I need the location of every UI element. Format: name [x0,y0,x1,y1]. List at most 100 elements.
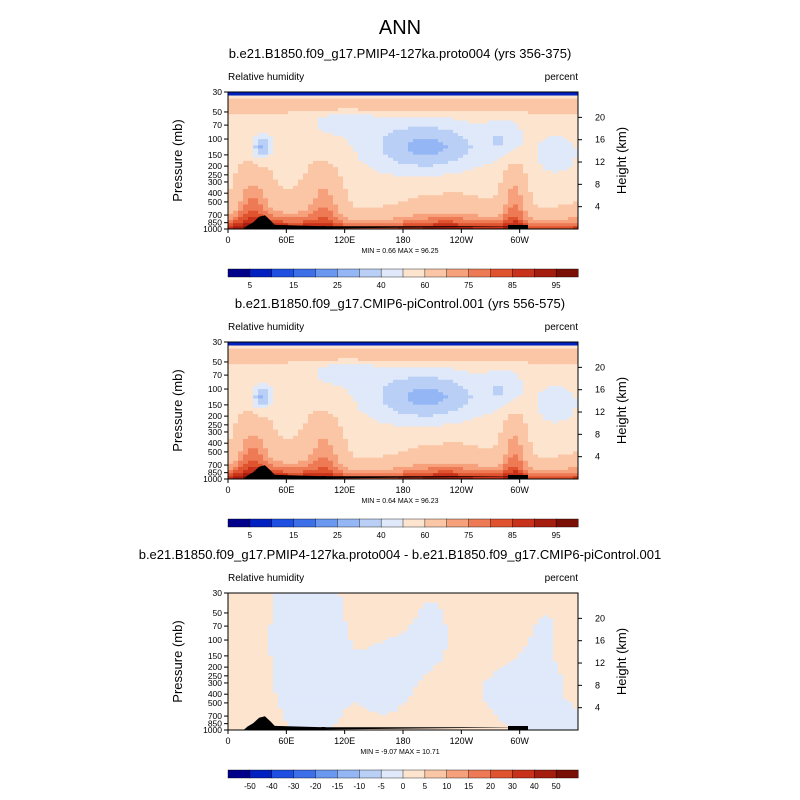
field-cell [308,210,314,214]
field-cell [493,169,499,174]
field-cell [453,163,459,168]
field-cell [558,120,564,124]
field-cell [413,191,419,196]
field-cell [523,404,529,408]
field-cell [508,454,514,458]
field-cell [418,160,424,165]
field-cell [443,216,449,221]
field-cell [513,166,519,171]
field-cell [308,200,314,205]
field-cell [378,426,384,430]
field-cell [538,104,544,108]
field-cell [553,444,559,449]
field-cell [548,129,554,133]
field-cell [458,138,464,143]
field-cell [313,151,319,155]
field-cell [538,441,544,446]
field-cell [403,410,409,415]
field-cell [238,120,244,124]
field-cell [418,132,424,136]
field-cell [243,129,249,133]
field-cell [273,120,279,124]
field-cell [243,410,249,415]
field-cell [293,191,299,196]
field-cell [228,447,234,452]
field-cell [498,213,504,217]
field-cell [478,438,484,443]
field-cell [288,472,294,477]
field-cell [428,441,434,446]
field-cell [423,438,429,443]
field-cell [528,457,534,461]
field-cell [338,435,344,439]
field-cell [248,113,254,118]
field-cell [458,438,464,443]
field-cell [313,113,319,118]
field-cell [348,200,354,205]
field-cell [478,113,484,118]
field-cell [478,104,484,108]
field-cell [388,444,394,449]
field-cell [488,222,494,227]
field-cell [303,429,309,433]
field-cell [378,179,384,183]
field-cell [453,447,459,452]
field-cell [448,179,454,183]
field-cell [493,225,499,230]
field-cell [373,213,379,217]
field-cell [298,141,304,146]
field-cell [533,191,539,196]
field-cell [573,426,579,430]
field-cell [403,222,409,227]
field-cell [468,138,474,143]
field-cell [468,194,474,199]
field-cell [563,466,569,471]
field-cell [323,450,329,455]
field-cell [338,444,344,449]
field-cell [313,92,319,96]
field-cell [423,435,429,439]
field-cell [378,429,384,433]
field-cell [488,194,494,199]
field-cell [268,92,274,96]
field-cell [288,222,294,227]
field-cell [308,169,314,174]
field-cell [513,435,519,439]
field-cell [238,222,244,227]
field-cell [453,475,459,480]
field-cell [548,410,554,415]
field-cell [433,113,439,118]
field-cell [278,160,284,165]
field-cell [468,398,474,402]
field-cell [548,110,554,115]
field-cell [298,444,304,449]
field-cell [288,135,294,140]
field-cell [348,447,354,452]
field-cell [308,454,314,458]
field-cell [503,148,509,152]
field-cell [558,216,564,221]
field-cell [328,166,334,171]
field-cell [423,98,429,102]
field-cell [518,144,524,149]
field-cell [288,207,294,211]
field-cell [483,176,489,180]
field-cell [348,219,354,224]
field-cell [413,116,419,121]
field-cell [488,144,494,149]
field-cell [428,422,434,427]
field-cell [498,401,504,405]
field-cell [448,95,454,99]
field-cell [358,466,364,471]
field-cell [523,163,529,168]
field-cell [383,107,389,112]
field-cell [323,419,329,424]
field-cell [438,213,444,217]
field-cell [238,154,244,158]
field-cell [483,123,489,127]
field-cell [563,422,569,427]
field-cell [438,148,444,152]
field-cell [523,416,529,421]
y-axis-title: Pressure (mb) [170,119,185,201]
field-cell [573,129,579,133]
